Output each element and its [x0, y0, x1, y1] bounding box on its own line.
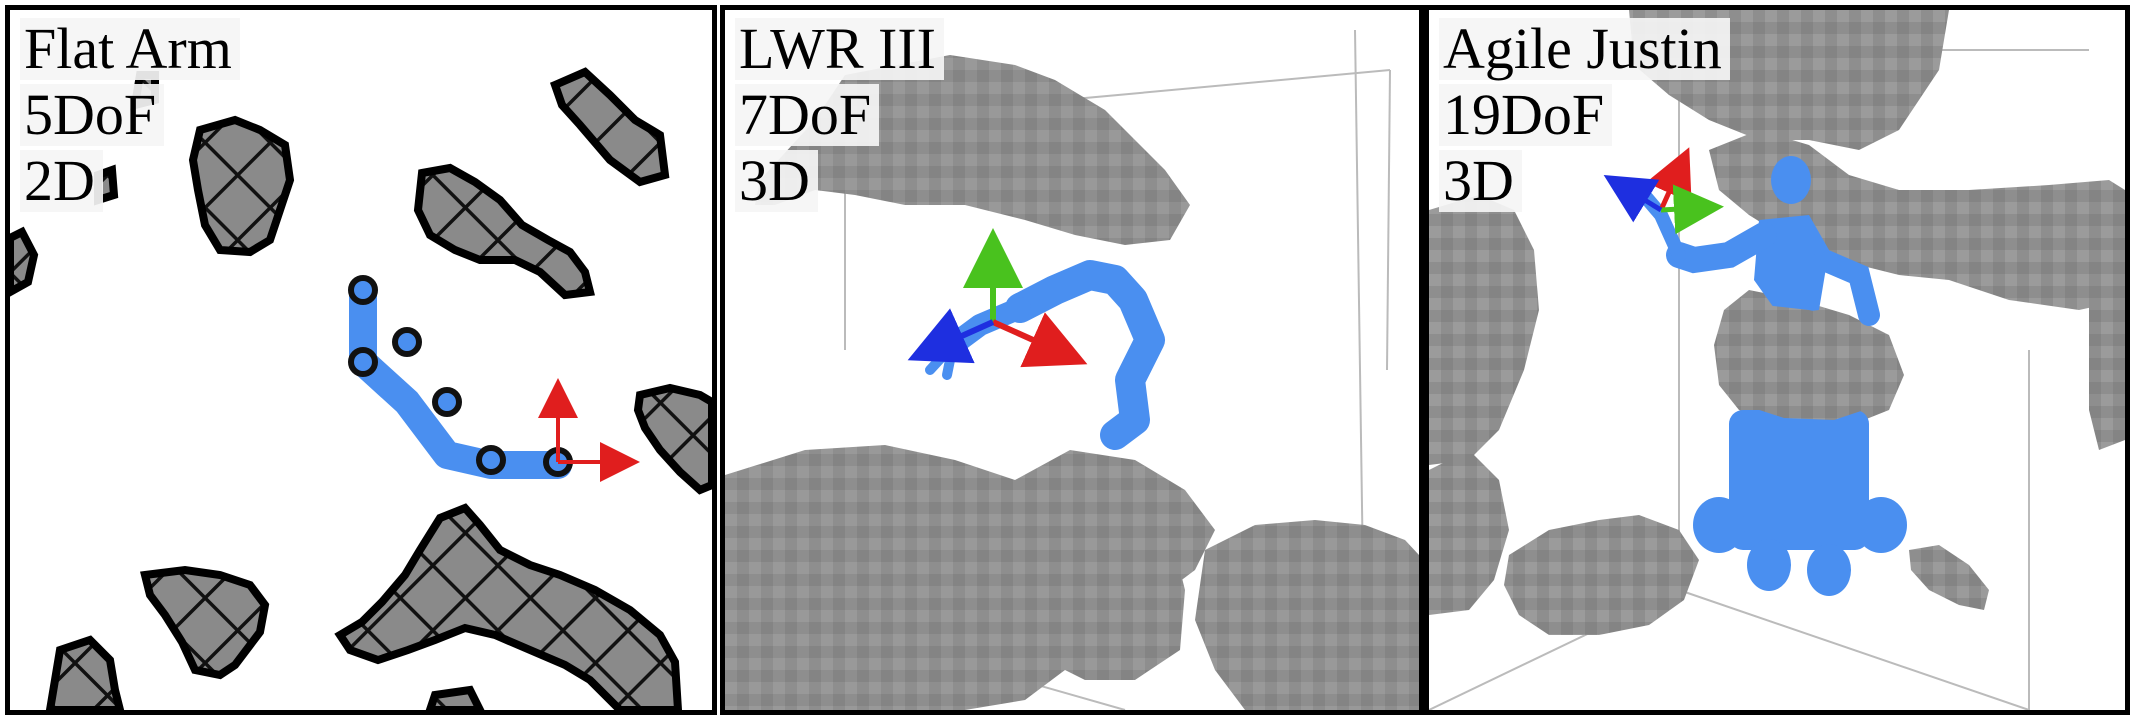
justin-scene [1429, 10, 2125, 710]
lwr-labels: LWR III 7DoF 3D [735, 18, 944, 216]
obstacle [549, 67, 670, 187]
obstacle [425, 685, 485, 710]
justin-wheel [1855, 497, 1907, 553]
obstacle [188, 115, 295, 257]
end-effector-frame [1603, 147, 1724, 235]
justin-wheel [1747, 539, 1791, 591]
robot-dof: 5DoF [20, 84, 165, 146]
obstacle [1429, 450, 1509, 615]
justin-arm [1666, 222, 1777, 274]
justin-arm [1813, 249, 1880, 326]
panel-lwr-iii: LWR III 7DoF 3D [720, 5, 1424, 715]
justin-labels: Agile Justin 19DoF 3D [1439, 18, 1730, 216]
justin-wheel [1807, 544, 1851, 596]
robot-dof: 7DoF [735, 84, 880, 146]
flat-arm-robot [348, 275, 640, 482]
obstacle [1429, 195, 1539, 465]
robot-dof: 19DoF [1439, 84, 1613, 146]
obstacle [1721, 305, 1894, 420]
arm-joint [348, 347, 378, 377]
arm-joint [476, 445, 506, 475]
arm-joint [392, 327, 422, 357]
obstacle [45, 635, 125, 710]
obstacle [633, 383, 712, 495]
flat-arm-labels: Flat Arm 5DoF 2D [20, 18, 240, 216]
flat-arm-scene [10, 67, 712, 710]
justin-wheel [1693, 497, 1745, 553]
obstacle [1025, 510, 1185, 680]
obstacle [1909, 545, 1989, 610]
lwr-scene [725, 29, 1419, 710]
obstacle [140, 565, 270, 680]
end-effector-frame [907, 228, 1088, 368]
obstacle [850, 682, 940, 710]
justin-base [1729, 410, 1869, 550]
justin-head [1771, 156, 1811, 204]
robot-name: LWR III [735, 18, 944, 80]
lwr-robot [925, 260, 1165, 450]
arm-joint [348, 275, 378, 305]
end-effector-frame [538, 378, 640, 482]
robot-dim: 3D [735, 150, 818, 212]
robot-dim: 2D [20, 150, 103, 212]
justin-robot [1637, 156, 1907, 596]
obstacle [413, 163, 595, 300]
obstacle [10, 226, 39, 297]
obstacle [1709, 130, 2125, 310]
robot-name: Flat Arm [20, 18, 240, 80]
panel-agile-justin: Agile Justin 19DoF 3D [1424, 5, 2130, 715]
obstacle [2089, 290, 2125, 450]
obstacle [1195, 520, 1419, 710]
arm-joint [432, 387, 462, 417]
obstacle [334, 503, 683, 710]
panel-flat-arm: Flat Arm 5DoF 2D [5, 5, 717, 715]
obstacle [725, 445, 1215, 710]
obstacle [1504, 515, 1699, 635]
robot-dim: 3D [1439, 150, 1522, 212]
robot-name: Agile Justin [1439, 18, 1730, 80]
